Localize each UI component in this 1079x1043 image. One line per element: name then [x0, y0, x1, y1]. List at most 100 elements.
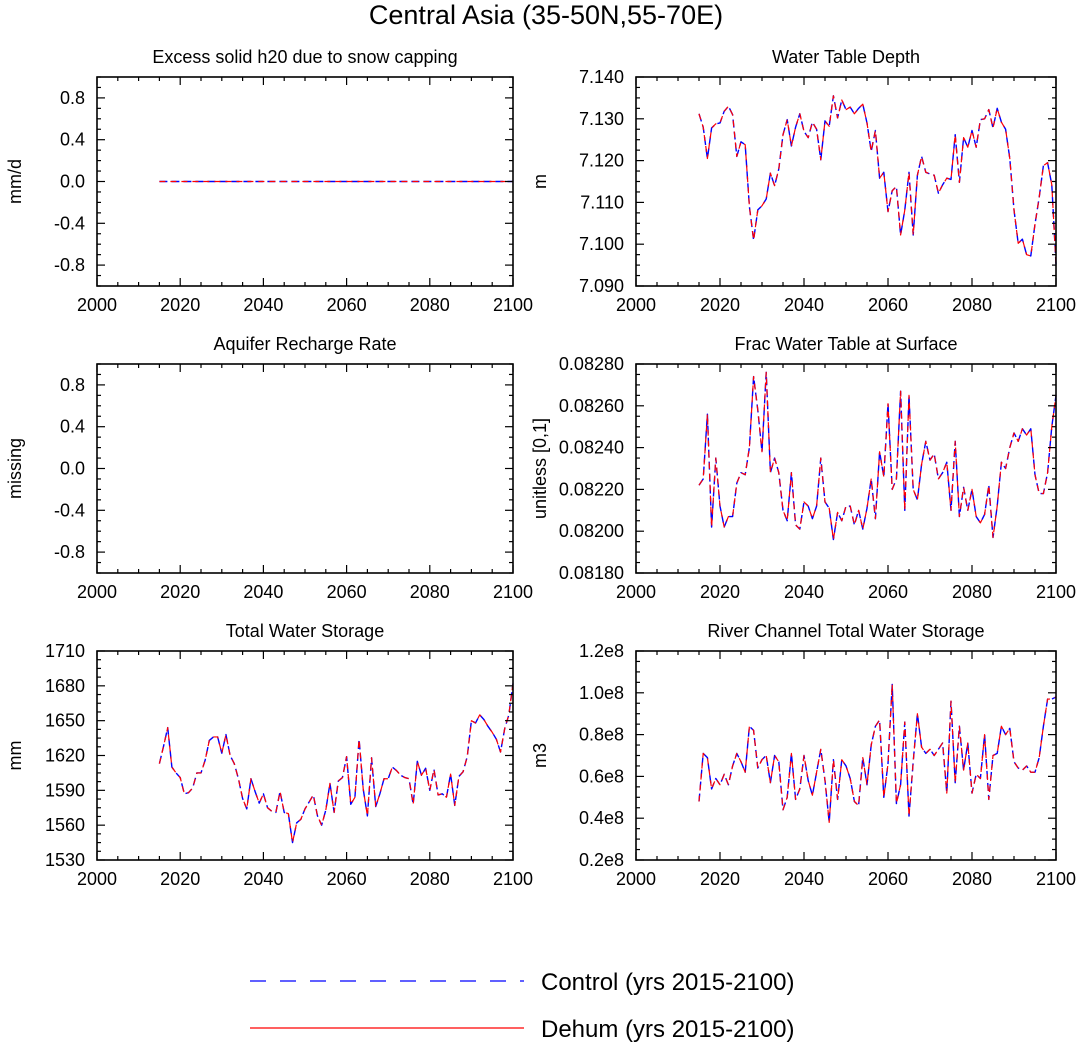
- y-tick-label: 7.140: [579, 67, 624, 87]
- y-tick-label: -0.4: [54, 500, 85, 520]
- plot-frame: [96, 650, 514, 861]
- y-tick-label: 0.0: [60, 459, 85, 479]
- y-tick-label: 1590: [45, 780, 85, 800]
- legend: Control (yrs 2015-2100) Dehum (yrs 2015-…: [250, 969, 794, 1043]
- y-tick-label: 7.130: [579, 109, 624, 129]
- series-dehum-line: [698, 683, 1057, 823]
- x-tick-label: 2000: [616, 582, 656, 602]
- panels: Excess solid h20 due to snow capping 2000…: [5, 47, 1076, 889]
- y-tick-label: 1530: [45, 850, 85, 870]
- panel-title: Water Table Depth: [772, 47, 920, 67]
- y-axis-label: m3: [530, 743, 550, 768]
- panel-3: Aquifer Recharge Rate 2000 2020 2040 2060 208…: [5, 334, 533, 602]
- x-tick-label: 2000: [616, 869, 656, 889]
- x-tick-label: 2060: [327, 295, 367, 315]
- series-dehum-line: [158, 683, 514, 844]
- x-tick-label: 2020: [160, 295, 200, 315]
- panel-6: River Channel Total Water Storage 2000 202…: [530, 621, 1076, 889]
- y-tick-label: 1680: [45, 676, 85, 696]
- y-tick-label: 0.08220: [559, 479, 624, 499]
- series-control-line: [698, 95, 1057, 265]
- x-tick-label: 2000: [77, 582, 117, 602]
- y-tick-label: 1650: [45, 711, 85, 731]
- y-tick-label: 0.8e8: [579, 725, 624, 745]
- series-control-line: [698, 683, 1057, 824]
- panel-4: Frac Water Table at Surface 2000 2020 2040 2…: [530, 334, 1076, 602]
- x-tick-label: 2080: [410, 582, 450, 602]
- x-tick-label: 2040: [243, 582, 283, 602]
- y-tick-label: 0.4: [60, 130, 85, 150]
- y-tick-label: 0.08200: [559, 521, 624, 541]
- y-tick-label: 0.6e8: [579, 766, 624, 786]
- x-tick-label: 2000: [616, 295, 656, 315]
- series-dehum-line: [698, 371, 1057, 541]
- x-tick-label: 2100: [1036, 582, 1076, 602]
- y-tick-label: 7.090: [579, 276, 624, 296]
- x-tick-label: 2000: [77, 869, 117, 889]
- y-tick-label: 0.08240: [559, 438, 624, 458]
- x-tick-label: 2020: [160, 869, 200, 889]
- panel-1: Excess solid h20 due to snow capping 2000…: [5, 47, 533, 315]
- series-dehum-line: [698, 95, 1057, 265]
- x-tick-label: 2080: [952, 869, 992, 889]
- panel-title: Frac Water Table at Surface: [734, 334, 957, 354]
- x-tick-label: 2020: [700, 295, 740, 315]
- y-tick-label: 0.08280: [559, 354, 624, 374]
- legend-dehum-label: Dehum (yrs 2015-2100): [541, 1016, 794, 1043]
- panel-title: Aquifer Recharge Rate: [213, 334, 396, 354]
- x-tick-label: 2020: [700, 582, 740, 602]
- x-tick-label: 2040: [784, 295, 824, 315]
- figure-title: Central Asia (35-50N,55-70E): [369, 0, 723, 30]
- x-tick-label: 2100: [493, 295, 533, 315]
- x-tick-label: 2100: [1036, 869, 1076, 889]
- panel-2: Water Table Depth 2000 2020 2040 2060 2080 210…: [530, 47, 1076, 315]
- x-tick-label: 2100: [493, 869, 533, 889]
- y-axis-label: mm: [5, 741, 25, 771]
- y-tick-label: 7.100: [579, 234, 624, 254]
- y-tick-label: -0.8: [54, 255, 85, 275]
- y-axis-label: unitless [0,1]: [530, 418, 550, 519]
- x-tick-label: 2100: [493, 582, 533, 602]
- legend-control-label: Control (yrs 2015-2100): [541, 969, 794, 996]
- y-axis-label: mm/d: [5, 159, 25, 204]
- y-tick-label: 0.08260: [559, 396, 624, 416]
- x-tick-label: 2040: [243, 869, 283, 889]
- x-tick-label: 2080: [410, 869, 450, 889]
- y-tick-label: 7.110: [580, 192, 624, 212]
- panel-title: Total Water Storage: [226, 621, 384, 641]
- y-tick-label: 7.120: [579, 151, 624, 171]
- y-tick-label: 0.8: [60, 88, 85, 108]
- y-tick-label: 0.2e8: [579, 850, 624, 870]
- y-tick-label: 1560: [45, 815, 85, 835]
- x-tick-label: 2060: [868, 295, 908, 315]
- y-tick-label: 0.4e8: [579, 808, 624, 828]
- x-tick-label: 2040: [243, 295, 283, 315]
- x-tick-label: 2060: [868, 582, 908, 602]
- x-tick-label: 2100: [1036, 295, 1076, 315]
- y-tick-label: 0.4: [60, 417, 85, 437]
- y-tick-label: 1620: [45, 746, 85, 766]
- y-tick-label: 0.8: [60, 375, 85, 395]
- y-tick-label: -0.8: [54, 542, 85, 562]
- panel-5: Total Water Storage 2000 2020 2040 2060 2080 2…: [5, 621, 533, 889]
- x-tick-label: 2080: [410, 295, 450, 315]
- panel-title: River Channel Total Water Storage: [707, 621, 984, 641]
- y-tick-label: 1710: [45, 641, 85, 661]
- x-tick-label: 2020: [160, 582, 200, 602]
- x-tick-label: 2060: [327, 869, 367, 889]
- panel-title: Excess solid h20 due to snow capping: [152, 47, 457, 67]
- x-tick-label: 2000: [77, 295, 117, 315]
- series-control-line: [158, 683, 514, 844]
- x-tick-label: 2080: [952, 295, 992, 315]
- x-tick-label: 2020: [700, 869, 740, 889]
- plot-frame: [635, 363, 1057, 574]
- x-tick-label: 2080: [952, 582, 992, 602]
- y-axis-label: m: [530, 174, 550, 189]
- y-tick-label: 0.0: [60, 172, 85, 192]
- plot-frame: [96, 363, 514, 574]
- y-tick-label: -0.4: [54, 213, 85, 233]
- x-tick-label: 2060: [327, 582, 367, 602]
- y-tick-label: 1.2e8: [579, 641, 624, 661]
- x-tick-label: 2040: [784, 582, 824, 602]
